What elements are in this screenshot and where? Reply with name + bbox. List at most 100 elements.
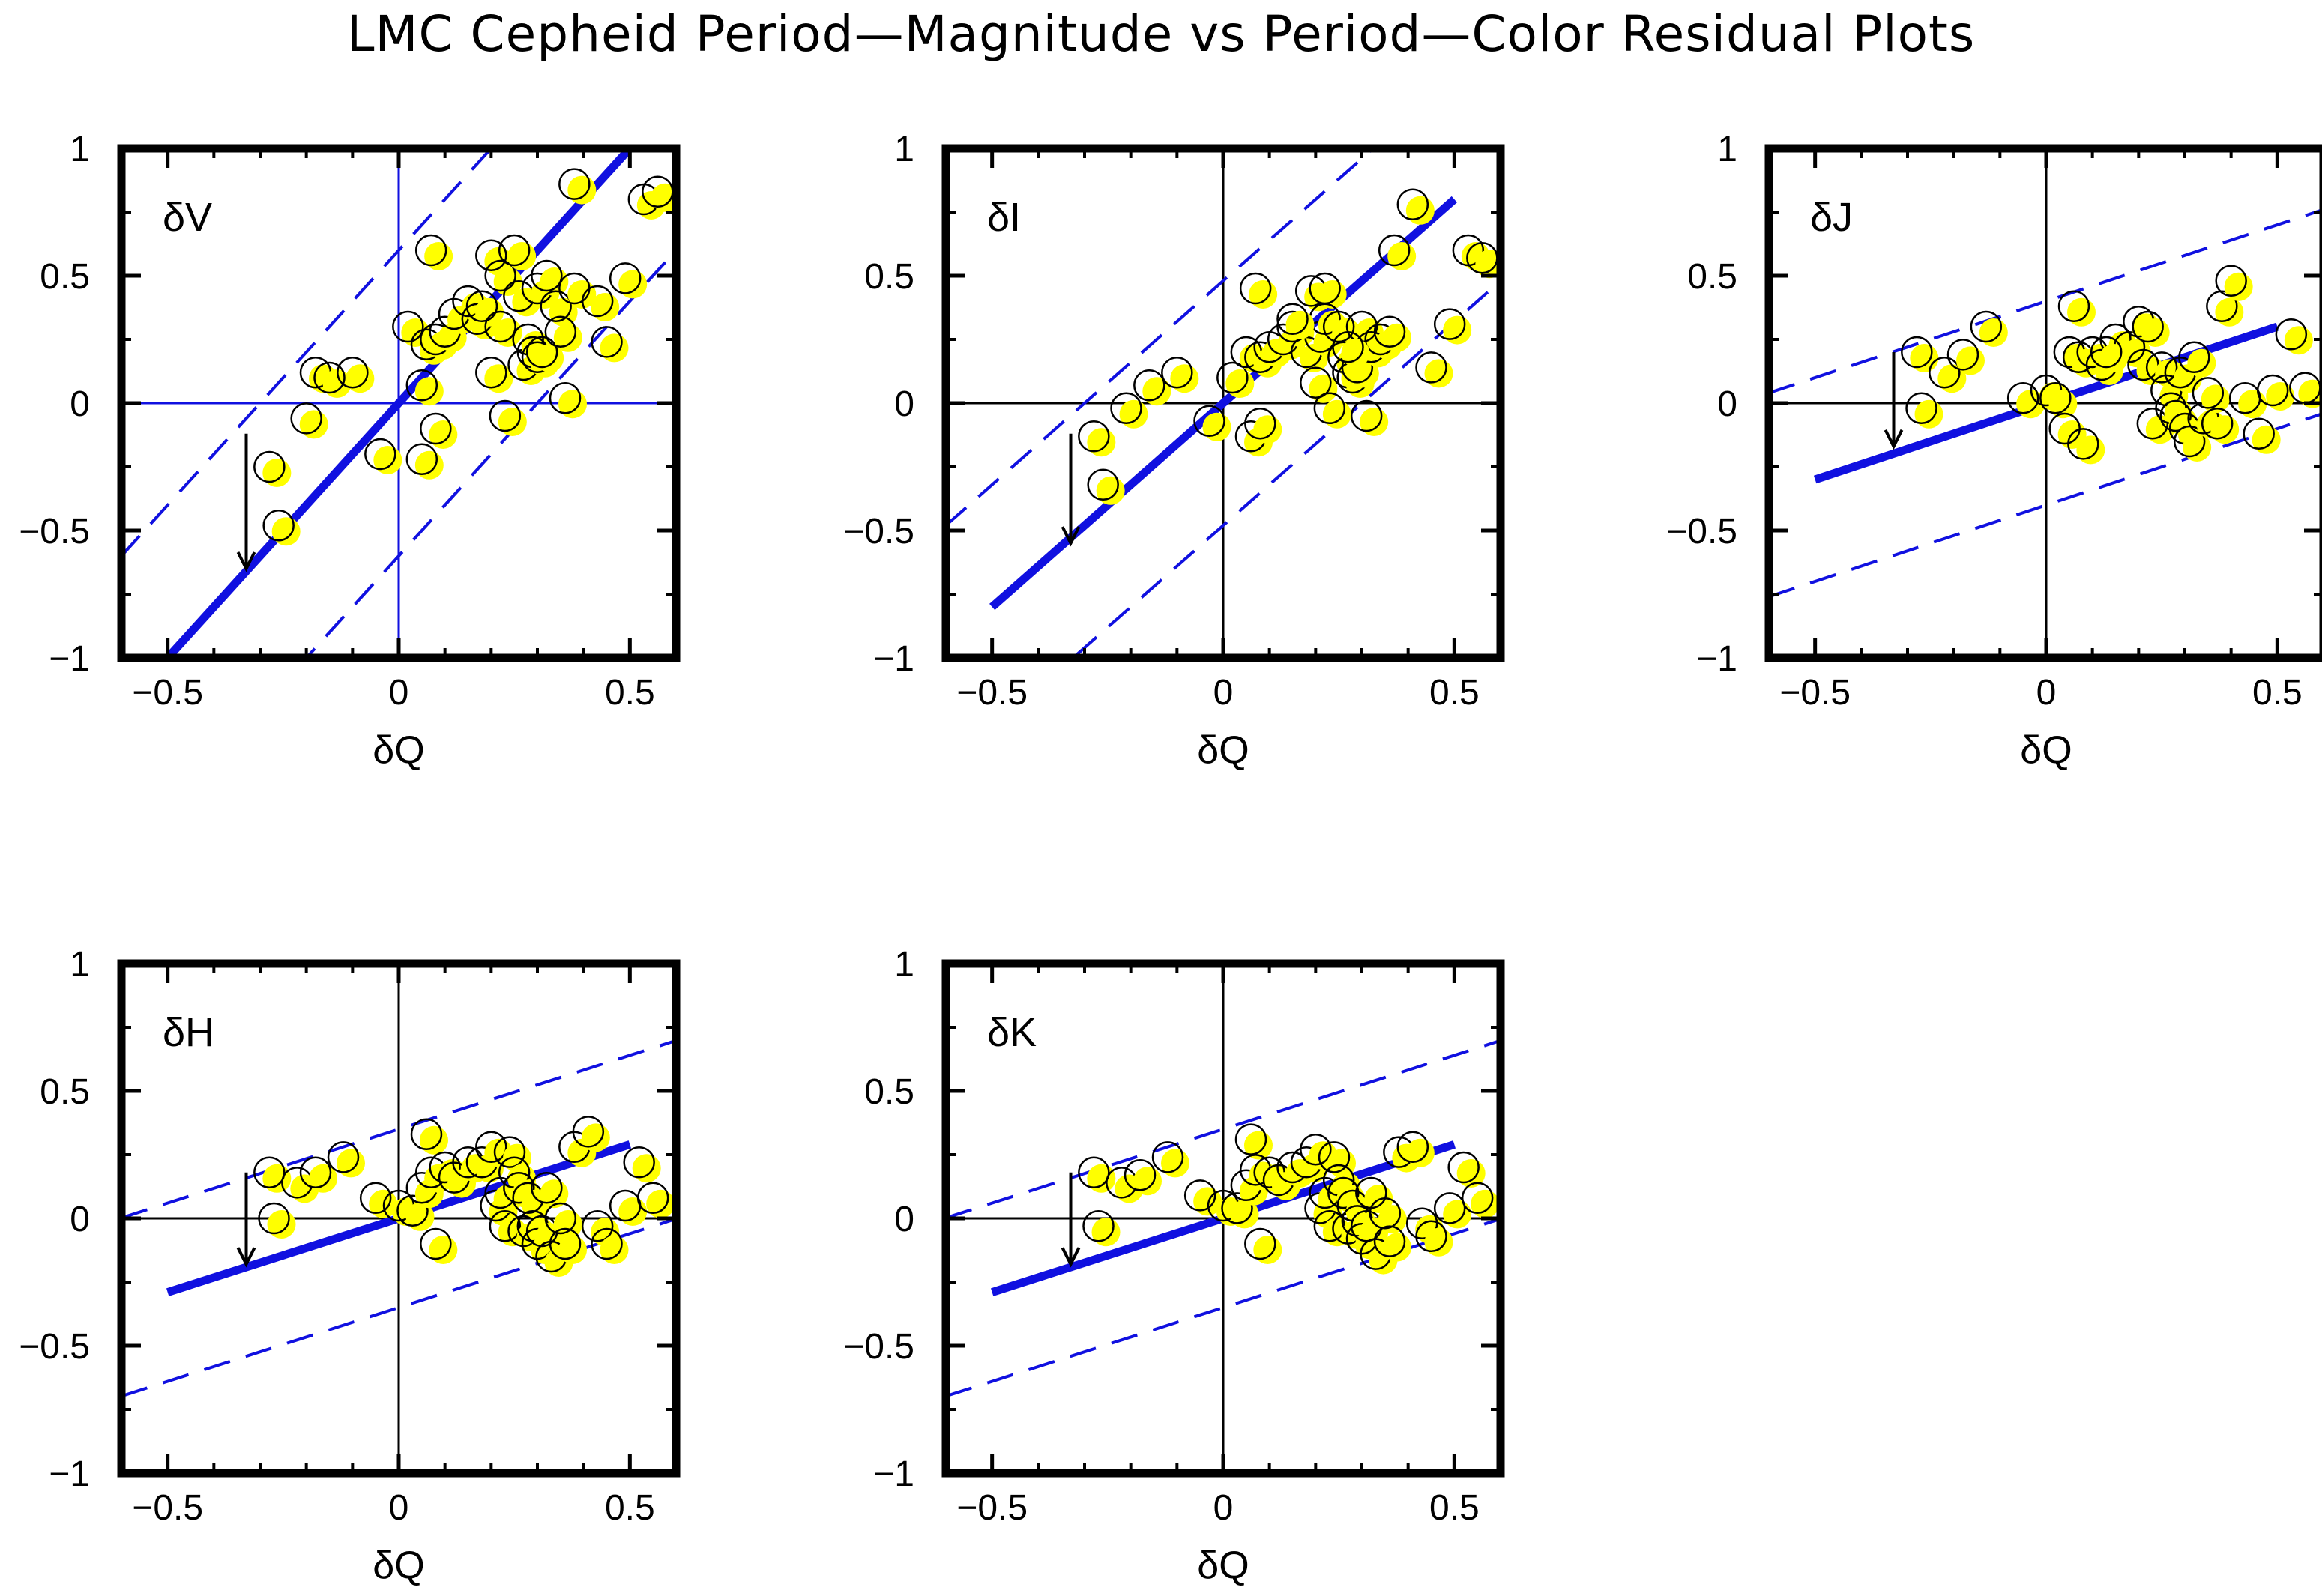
data-point-fill [1341,339,1370,368]
x-tick-label: 0 [2036,673,2057,713]
data-point-fill [2238,390,2267,419]
data-point-fill [373,446,402,474]
y-tick-label: 1 [894,130,914,169]
data-point [1322,310,1355,343]
x-tick-label: −0.5 [1779,673,1851,713]
data-point-fill [1322,399,1351,429]
data-point-fill [429,1236,458,1264]
data-point [1161,356,1193,389]
data-point [1276,303,1309,336]
data-point-fill [2298,379,2322,408]
y-tick-label: −1 [873,1454,914,1494]
data-point [1905,392,1937,425]
y-tick-label: 0.5 [864,1072,914,1112]
data-point [1133,369,1165,402]
x-axis-label: δQ [373,728,424,772]
data-point [1318,1141,1351,1173]
data-point [465,290,498,323]
data-point [549,381,582,414]
data-point [1461,1182,1494,1215]
upper-band-line [121,148,494,557]
data-point-fill [346,364,375,393]
y-tick-label: 0.5 [40,257,90,297]
x-tick-label: −0.5 [132,673,203,713]
data-point [2132,310,2164,343]
data-point-fill [1133,1167,1162,1196]
data-point [392,310,424,343]
data-point [2057,290,2090,323]
data-point-fill [1914,399,1943,429]
data-point [1234,1123,1267,1155]
panel-2: −0.5 0 0.5 −1 −0.5 0 0.5 1 δI δQ [843,130,1505,772]
data-point [1239,272,1272,305]
data-point-fill [600,333,629,363]
data-point-fill [1249,280,1278,309]
data-point-fill [1405,1138,1435,1167]
data-point [484,259,516,292]
data-point [2006,381,2039,414]
arrow-head [1061,1247,1081,1268]
data-point-fill [2210,415,2240,444]
y-tick-label: 0 [70,384,90,424]
data-point [396,1194,429,1227]
data-point-fill [1443,315,1472,345]
data-point [591,1227,623,1260]
data-point [2090,336,2123,369]
panel-3: −0.5 0 0.5 −1 −0.5 0 0.5 1 δJ δQ [1666,130,2322,772]
data-point-fill [581,1123,610,1152]
plot-area [1769,148,2322,658]
data-point [1433,1192,1466,1224]
data-point [364,438,396,471]
data-point [1369,1197,1402,1230]
data-point [2145,351,2178,384]
upper-band-line [121,1039,676,1220]
upper-band-line [946,1039,1501,1220]
data-point-fill [429,420,458,449]
arrow-head [236,1247,256,1268]
data-point [2173,425,2206,458]
x-axis-label: δQ [1197,728,1249,772]
data-point-fill [2187,348,2216,378]
data-point [609,262,642,294]
data-point-fill [1383,323,1411,352]
data-point [359,1182,392,1215]
data-point [1151,1141,1184,1173]
plot-area [121,148,676,658]
arrow-head [1061,526,1081,547]
data-point [337,356,369,389]
data-point [429,1151,461,1184]
panel-1: −0.5 0 0.5 −1 −0.5 0 0.5 1 δV δQ [19,130,681,772]
data-point-fill [558,390,587,419]
data-point-fill [618,270,648,299]
x-axis-label: δQ [373,1544,424,1587]
data-point [1396,188,1429,221]
data-point-fill [1424,359,1453,388]
data-point [572,1116,605,1148]
y-tick-label: 1 [70,130,90,169]
data-point [498,234,531,267]
data-point [1082,1209,1115,1242]
data-point [1183,1179,1216,1212]
data-point-fill [1096,476,1125,505]
x-tick-label: 0.5 [1429,673,1480,713]
data-point [1350,399,1383,432]
panel-label: δK [987,1010,1037,1055]
data-point-fill [493,318,522,347]
data-point [2192,377,2225,409]
data-point-fill [262,1164,292,1193]
data-point [493,1136,526,1168]
data-point [549,1227,582,1260]
panel-5: −0.5 0 0.5 −1 −0.5 0 0.5 1 δK δQ [843,945,1505,1587]
fit-line [164,148,633,658]
data-point-fill [507,242,537,270]
data-point-fill [553,1210,582,1239]
lower-band-line [1769,412,2322,599]
data-point-fill [414,450,444,480]
data-point-fill [1910,344,1939,372]
panel-4: −0.5 0 0.5 −1 −0.5 0 0.5 1 δH δQ [19,945,681,1587]
y-tick-label: −0.5 [19,1327,90,1367]
x-tick-label: 0 [1213,673,1234,713]
plot-area [946,964,1501,1473]
y-tick-label: 0 [894,384,914,424]
